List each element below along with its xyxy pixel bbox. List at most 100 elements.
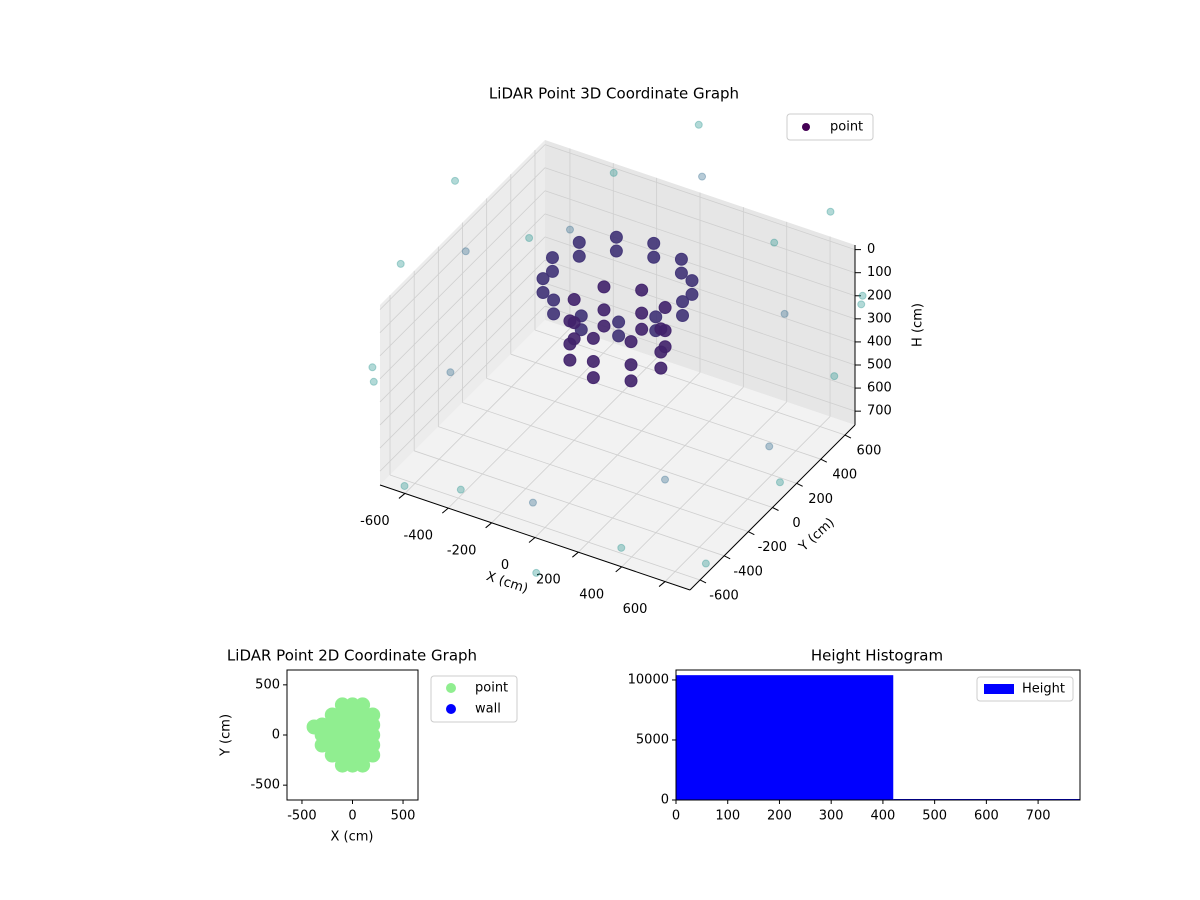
y-tick-label: -400 bbox=[733, 564, 763, 579]
point-3d bbox=[461, 247, 470, 256]
point-3d bbox=[528, 498, 537, 507]
point-3d bbox=[830, 372, 839, 381]
x-tick bbox=[485, 522, 492, 529]
y-tick bbox=[699, 579, 707, 584]
point-3d bbox=[685, 287, 699, 301]
x-tick-label: 200 bbox=[767, 809, 792, 824]
plot-frame bbox=[675, 669, 1081, 801]
x-tick-label: 0 bbox=[501, 558, 509, 573]
x-tick-label: 500 bbox=[391, 809, 416, 824]
point-3d bbox=[572, 249, 586, 263]
grid-line bbox=[544, 259, 856, 366]
y-tick-label: 0 bbox=[792, 516, 800, 531]
point-3d bbox=[368, 363, 377, 372]
point-3d bbox=[536, 285, 550, 299]
point-2d bbox=[306, 719, 322, 735]
point-3d bbox=[617, 543, 626, 552]
z-tick-label: 400 bbox=[867, 334, 892, 349]
point-3d bbox=[451, 176, 460, 185]
point-3d bbox=[658, 324, 672, 338]
grid-line bbox=[544, 305, 856, 412]
point-3d bbox=[775, 478, 784, 487]
y-tick-label: 200 bbox=[808, 492, 833, 507]
x-tick-label: 500 bbox=[922, 809, 947, 824]
y-tick-label: -500 bbox=[250, 778, 280, 793]
grid-line bbox=[379, 259, 546, 426]
x-axis-label: X (cm) bbox=[331, 830, 374, 845]
point-3d bbox=[649, 310, 663, 324]
x-tick-label: 0 bbox=[672, 809, 680, 824]
x-tick bbox=[615, 566, 623, 573]
point-3d bbox=[676, 308, 690, 322]
y-tick-label: -600 bbox=[709, 588, 739, 603]
x-tick bbox=[528, 537, 536, 543]
point-3d bbox=[446, 368, 455, 377]
y-tick-label: 0 bbox=[661, 793, 669, 808]
point-3d bbox=[609, 244, 623, 258]
x-tick-label: -500 bbox=[287, 809, 317, 824]
chart-title: LiDAR Point 2D Coordinate Graph bbox=[227, 647, 477, 665]
x-tick-label: -400 bbox=[404, 529, 434, 544]
point-2d bbox=[355, 697, 371, 713]
x-tick-label: 700 bbox=[1026, 809, 1051, 824]
grid-line bbox=[534, 329, 846, 436]
chart-title: LiDAR Point 3D Coordinate Graph bbox=[489, 85, 739, 103]
x-tick-label: 400 bbox=[579, 587, 604, 602]
point-3d bbox=[647, 250, 661, 264]
y-tick bbox=[796, 482, 803, 487]
grid-line bbox=[510, 353, 821, 460]
point-3d bbox=[396, 259, 405, 268]
point-3d bbox=[597, 303, 611, 317]
legend-marker bbox=[446, 683, 456, 693]
grid-line bbox=[544, 167, 856, 274]
point-3d bbox=[635, 322, 649, 336]
x-tick bbox=[441, 507, 449, 514]
x-tick-label: 200 bbox=[536, 573, 561, 588]
y-tick bbox=[820, 458, 828, 463]
z-tick-label: 500 bbox=[867, 358, 892, 373]
histogram-bar bbox=[676, 675, 894, 800]
legend-label: point bbox=[830, 120, 863, 135]
x-axis-line bbox=[379, 484, 691, 591]
grid-line bbox=[379, 305, 546, 472]
point-3d bbox=[567, 316, 581, 330]
point-3d bbox=[858, 291, 867, 300]
legend-label: point bbox=[475, 681, 508, 696]
y-tick-label: 600 bbox=[857, 444, 882, 459]
point-3d bbox=[661, 475, 670, 484]
legend-box bbox=[976, 676, 1074, 702]
point-3d bbox=[567, 293, 581, 307]
legend-label: Height bbox=[1022, 682, 1065, 697]
point-3d bbox=[826, 207, 835, 216]
point-3d bbox=[698, 172, 707, 181]
legend-box bbox=[786, 113, 874, 141]
point-3d bbox=[572, 235, 586, 249]
point-3d bbox=[635, 283, 649, 297]
z-tick-label: 600 bbox=[867, 381, 892, 396]
grid-line bbox=[544, 190, 856, 297]
point-3d bbox=[612, 315, 626, 329]
y-tick bbox=[772, 507, 779, 511]
grid-line bbox=[379, 213, 546, 380]
point-3d bbox=[545, 251, 559, 265]
grid-line bbox=[389, 474, 701, 581]
point-3d bbox=[676, 295, 690, 309]
legend-marker bbox=[984, 684, 1014, 694]
point-3d bbox=[685, 274, 699, 288]
y-tick-label: 400 bbox=[832, 468, 857, 483]
grid-line bbox=[379, 190, 546, 357]
legend-marker bbox=[446, 704, 456, 714]
x-tick-label: 100 bbox=[715, 809, 740, 824]
y-axis-label: Y (cm) bbox=[219, 714, 234, 757]
point-3d bbox=[545, 264, 559, 278]
grid-line bbox=[379, 167, 546, 333]
z-axis-label: H (cm) bbox=[911, 303, 926, 347]
grid-line bbox=[379, 144, 546, 310]
point-3d bbox=[770, 238, 779, 247]
z-tick-label: 300 bbox=[867, 311, 892, 326]
x-tick-label: -200 bbox=[447, 543, 477, 558]
point-3d bbox=[765, 442, 774, 451]
legend-label: wall bbox=[475, 702, 501, 717]
